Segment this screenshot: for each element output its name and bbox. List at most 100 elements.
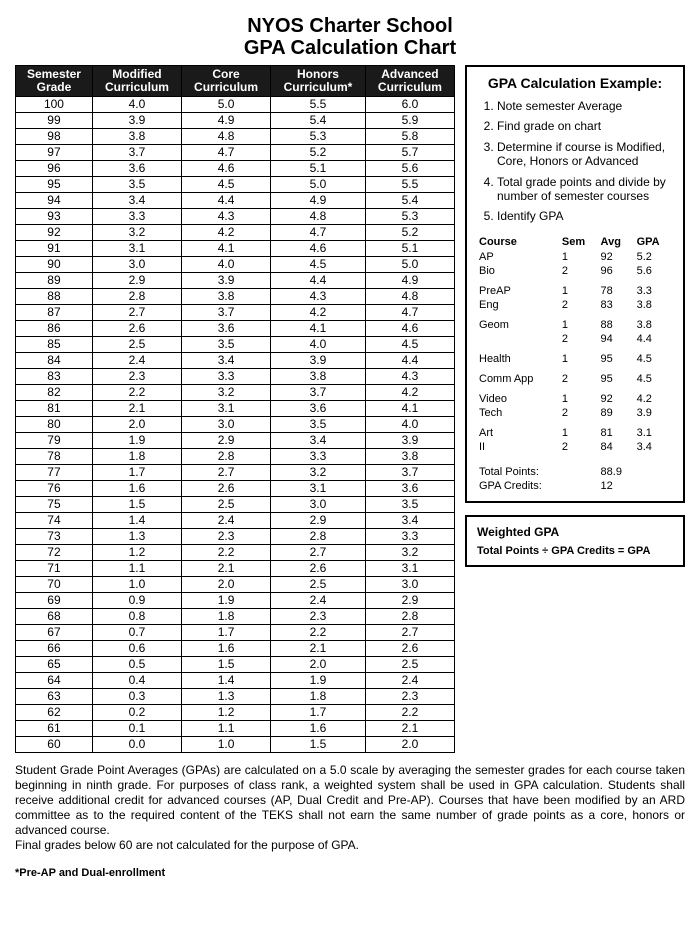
table-cell: 2.9 xyxy=(271,513,366,529)
table-cell: 1.6 xyxy=(271,721,366,737)
table-cell: 1.7 xyxy=(182,625,271,641)
table-row: 802.03.03.54.0 xyxy=(16,417,455,433)
table-cell: 4.1 xyxy=(182,241,271,257)
table-cell: 1.1 xyxy=(182,721,271,737)
table-row: 842.43.43.94.4 xyxy=(16,353,455,369)
table-cell: 5.2 xyxy=(365,225,454,241)
table-cell: 0.8 xyxy=(92,609,181,625)
course-cell: 88 xyxy=(599,318,635,332)
title-line-2: GPA Calculation Chart xyxy=(15,37,685,59)
course-name-cell: Bio xyxy=(477,264,560,278)
table-cell: 2.5 xyxy=(182,497,271,513)
table-cell: 67 xyxy=(16,625,93,641)
table-cell: 5.8 xyxy=(365,129,454,145)
table-row: 872.73.74.24.7 xyxy=(16,305,455,321)
table-cell: 79 xyxy=(16,433,93,449)
table-cell: 71 xyxy=(16,561,93,577)
course-name-cell: PreAP xyxy=(477,284,560,298)
footer-p1: Student Grade Point Averages (GPAs) are … xyxy=(15,763,685,837)
course-name-cell: Tech xyxy=(477,406,560,420)
table-cell: 3.2 xyxy=(92,225,181,241)
course-row: 2944.4 xyxy=(477,332,673,346)
table-cell: 63 xyxy=(16,689,93,705)
table-cell: 5.9 xyxy=(365,113,454,129)
table-cell: 68 xyxy=(16,609,93,625)
total-points-value: 88.9 xyxy=(599,460,635,479)
table-cell: 4.3 xyxy=(271,289,366,305)
table-cell: 3.5 xyxy=(365,497,454,513)
course-name-cell: Health xyxy=(477,352,560,366)
table-cell: 70 xyxy=(16,577,93,593)
table-row: 690.91.92.42.9 xyxy=(16,593,455,609)
table-cell: 3.2 xyxy=(182,385,271,401)
table-cell: 1.6 xyxy=(182,641,271,657)
table-cell: 2.3 xyxy=(182,529,271,545)
table-cell: 97 xyxy=(16,145,93,161)
table-cell: 4.5 xyxy=(182,177,271,193)
table-cell: 4.6 xyxy=(182,161,271,177)
course-row: Geom1883.8 xyxy=(477,318,673,332)
table-cell: 77 xyxy=(16,465,93,481)
table-cell: 85 xyxy=(16,337,93,353)
table-cell: 4.6 xyxy=(365,321,454,337)
table-cell: 83 xyxy=(16,369,93,385)
table-cell: 3.8 xyxy=(271,369,366,385)
table-cell: 3.1 xyxy=(92,241,181,257)
table-cell: 0.5 xyxy=(92,657,181,673)
gpa-table-header-row: SemesterGradeModifiedCurriculumCoreCurri… xyxy=(16,66,455,97)
table-cell: 73 xyxy=(16,529,93,545)
table-cell: 100 xyxy=(16,97,93,113)
table-cell: 5.2 xyxy=(271,145,366,161)
table-cell: 2.8 xyxy=(365,609,454,625)
table-row: 670.71.72.22.7 xyxy=(16,625,455,641)
table-cell: 2.8 xyxy=(92,289,181,305)
table-cell: 2.4 xyxy=(365,673,454,689)
table-cell: 3.5 xyxy=(271,417,366,433)
table-cell: 5.0 xyxy=(271,177,366,193)
table-cell: 3.4 xyxy=(92,193,181,209)
table-row: 781.82.83.33.8 xyxy=(16,449,455,465)
course-cell: 92 xyxy=(599,250,635,264)
table-cell: 2.1 xyxy=(182,561,271,577)
table-cell: 4.9 xyxy=(182,113,271,129)
gpa-credits-row: GPA Credits:12 xyxy=(477,479,673,493)
course-cell: 3.8 xyxy=(635,318,673,332)
main-layout: SemesterGradeModifiedCurriculumCoreCurri… xyxy=(15,65,685,753)
table-cell: 5.1 xyxy=(365,241,454,257)
table-row: 943.44.44.95.4 xyxy=(16,193,455,209)
course-cell: 2 xyxy=(560,332,599,346)
table-cell: 3.1 xyxy=(271,481,366,497)
table-cell: 4.0 xyxy=(365,417,454,433)
table-cell: 2.2 xyxy=(365,705,454,721)
table-cell: 1.3 xyxy=(182,689,271,705)
table-cell: 81 xyxy=(16,401,93,417)
course-row: Bio2965.6 xyxy=(477,264,673,278)
table-cell: 2.0 xyxy=(271,657,366,673)
table-cell: 1.6 xyxy=(92,481,181,497)
table-row: 610.11.11.62.1 xyxy=(16,721,455,737)
table-row: 892.93.94.44.9 xyxy=(16,273,455,289)
table-cell: 4.7 xyxy=(182,145,271,161)
table-row: 620.21.21.72.2 xyxy=(16,705,455,721)
table-cell: 2.6 xyxy=(365,641,454,657)
weighted-title: Weighted GPA xyxy=(477,525,673,539)
table-cell: 75 xyxy=(16,497,93,513)
table-cell: 2.1 xyxy=(271,641,366,657)
table-cell: 4.3 xyxy=(365,369,454,385)
table-cell: 1.8 xyxy=(92,449,181,465)
course-cell: 95 xyxy=(599,352,635,366)
course-row: Tech2893.9 xyxy=(477,406,673,420)
table-cell: 4.2 xyxy=(271,305,366,321)
table-cell: 2.6 xyxy=(92,321,181,337)
table-cell: 74 xyxy=(16,513,93,529)
weighted-box: Weighted GPA Total Points ÷ GPA Credits … xyxy=(465,515,685,567)
course-header: Course xyxy=(477,234,560,250)
example-step: Total grade points and divide by number … xyxy=(497,175,673,204)
table-cell: 1.7 xyxy=(271,705,366,721)
table-row: 983.84.85.35.8 xyxy=(16,129,455,145)
gpa-table-header: CoreCurriculum xyxy=(182,66,271,97)
course-cell: 81 xyxy=(599,426,635,440)
course-name-cell xyxy=(477,332,560,346)
example-box: GPA Calculation Example: Note semester A… xyxy=(465,65,685,503)
course-cell: 3.4 xyxy=(635,440,673,454)
